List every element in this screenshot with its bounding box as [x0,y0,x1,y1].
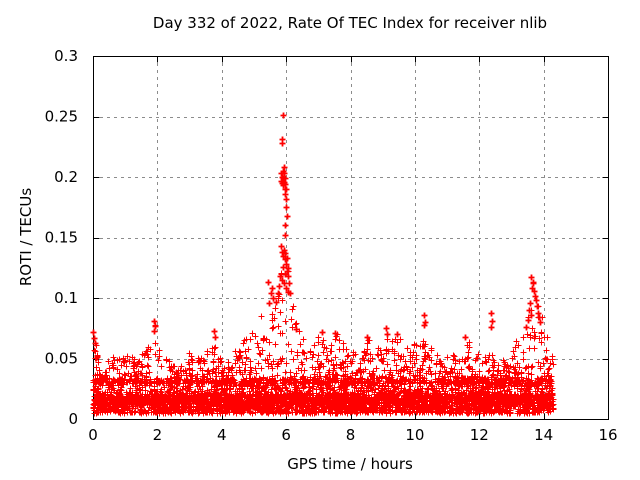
y-tick-label: 0.15 [45,229,78,247]
x-tick-label: 0 [88,426,98,444]
grid [93,56,608,419]
x-tick-label: 10 [405,426,424,444]
tick-labels: 0 2 4 6 8 10 12 14 16 0 0.05 0.1 0.15 0.2 0.25 0.3 [45,47,618,444]
y-tick-label: 0.05 [45,350,78,368]
chart-title-text: Day 332 of 2022, Rate Of TEC Index for r… [152,14,548,32]
y-tick-label: 0.3 [54,47,78,65]
x-tick-label: 14 [534,426,553,444]
x-tick-label: 6 [281,426,291,444]
chart-title: Day 332 of 2022, Rate Of TEC Index for r… [0,14,640,32]
y-tick-label: 0 [68,410,78,428]
y-tick-label: 0.25 [45,108,78,126]
y-tick-label: 0.2 [54,168,78,186]
x-tick-label: 2 [153,426,163,444]
x-axis-label: GPS time / hours [287,455,413,473]
x-tick-label: 12 [470,426,489,444]
y-tick-label: 0.1 [54,289,78,307]
x-tick-label: 16 [598,426,617,444]
x-tick-label: 8 [346,426,356,444]
scatter-peak-points [90,112,544,347]
axes [93,56,609,420]
scatter-points [90,268,557,417]
x-tick-label: 4 [217,426,227,444]
